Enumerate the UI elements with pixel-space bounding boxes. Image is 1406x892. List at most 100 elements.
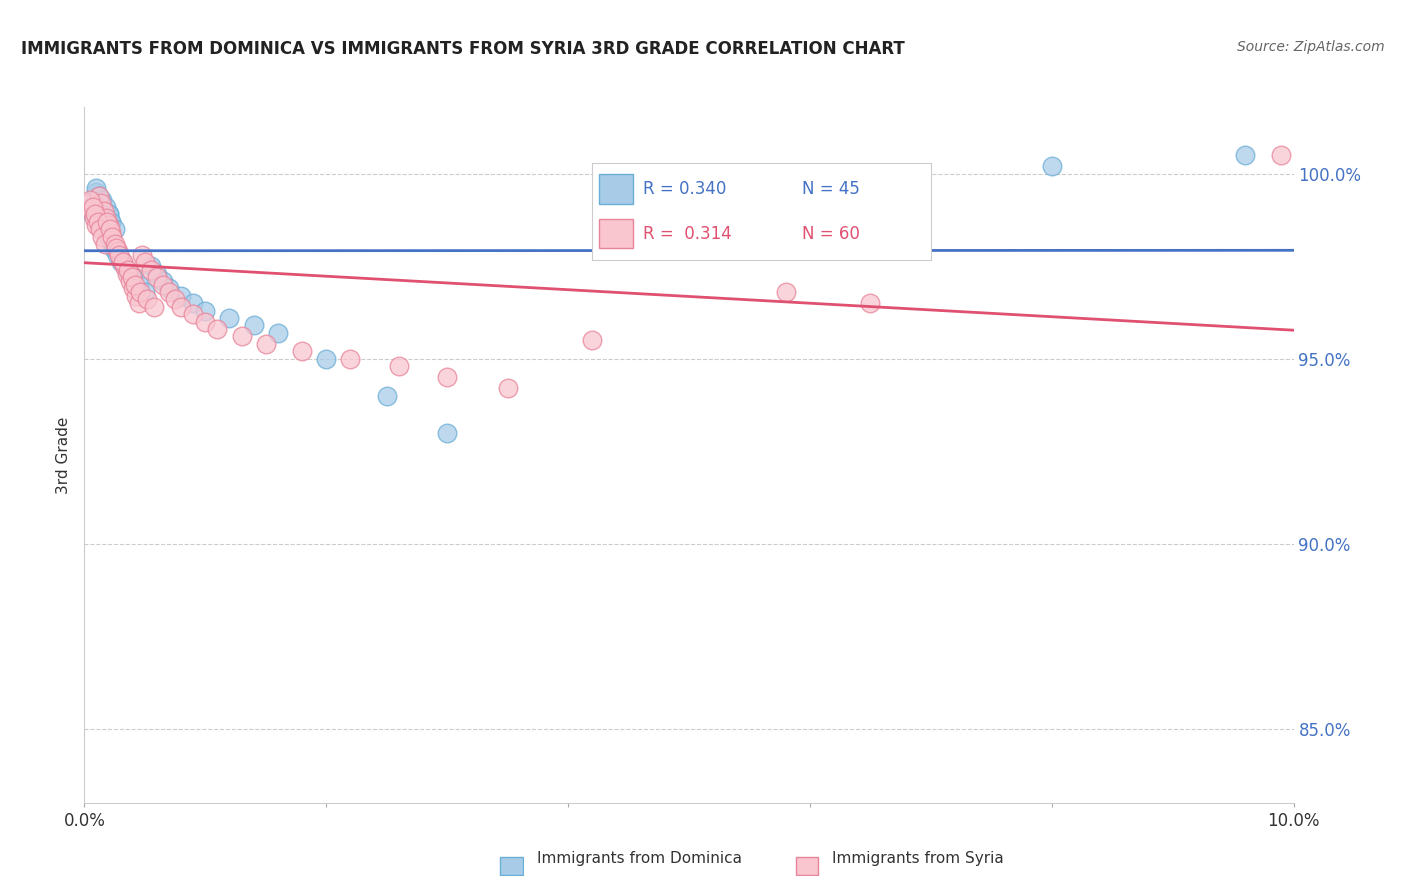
Point bbox=[107, 244, 129, 259]
Point bbox=[97, 219, 120, 233]
Point bbox=[103, 241, 125, 255]
Point bbox=[859, 296, 882, 310]
Point bbox=[242, 318, 264, 333]
Point bbox=[139, 263, 162, 277]
Point bbox=[96, 215, 118, 229]
Point bbox=[91, 211, 114, 225]
Point bbox=[170, 289, 193, 303]
Point bbox=[83, 196, 105, 211]
Point bbox=[134, 255, 156, 269]
Point bbox=[100, 226, 122, 240]
Point bbox=[100, 215, 122, 229]
Point bbox=[181, 296, 204, 310]
Point bbox=[86, 185, 108, 199]
Point bbox=[83, 211, 105, 225]
Point bbox=[124, 277, 146, 292]
Point bbox=[165, 293, 187, 307]
Point bbox=[91, 193, 114, 207]
Point bbox=[89, 193, 111, 207]
Point bbox=[112, 255, 135, 269]
Point bbox=[90, 211, 112, 225]
Point bbox=[104, 241, 127, 255]
Point bbox=[1270, 148, 1292, 162]
Point bbox=[136, 293, 159, 307]
Point bbox=[108, 248, 131, 262]
Point bbox=[115, 267, 138, 281]
Point bbox=[86, 215, 108, 229]
Point bbox=[87, 189, 110, 203]
Point bbox=[94, 200, 117, 214]
Point bbox=[157, 281, 180, 295]
Point bbox=[97, 207, 120, 221]
Point bbox=[129, 285, 152, 299]
Point bbox=[131, 248, 153, 262]
Point bbox=[146, 267, 169, 281]
Point bbox=[90, 196, 112, 211]
Point bbox=[89, 222, 111, 236]
Point bbox=[100, 215, 122, 229]
Point bbox=[339, 351, 361, 366]
Point bbox=[436, 370, 458, 384]
Point bbox=[91, 229, 114, 244]
Point bbox=[218, 310, 240, 325]
Point bbox=[121, 270, 143, 285]
Point bbox=[98, 222, 121, 236]
Point bbox=[110, 252, 132, 266]
Point bbox=[181, 307, 204, 321]
Point bbox=[194, 315, 217, 329]
Text: Immigrants from Syria: Immigrants from Syria bbox=[832, 852, 1004, 866]
Point bbox=[436, 425, 458, 440]
Point bbox=[93, 219, 115, 233]
Point bbox=[315, 351, 337, 366]
Point bbox=[1234, 148, 1257, 162]
Point bbox=[104, 237, 127, 252]
Point bbox=[104, 222, 127, 236]
Point bbox=[143, 300, 166, 314]
Point bbox=[1040, 159, 1063, 173]
Point bbox=[139, 259, 162, 273]
Point bbox=[128, 296, 150, 310]
Point bbox=[134, 285, 156, 299]
Point bbox=[120, 274, 142, 288]
Point bbox=[97, 207, 120, 221]
Point bbox=[94, 211, 117, 225]
Point bbox=[86, 203, 108, 218]
Text: Source: ZipAtlas.com: Source: ZipAtlas.com bbox=[1237, 40, 1385, 54]
Point bbox=[94, 203, 117, 218]
Point bbox=[254, 337, 277, 351]
Point bbox=[146, 270, 169, 285]
Point bbox=[496, 381, 519, 395]
Point bbox=[110, 255, 132, 269]
Point bbox=[93, 203, 115, 218]
Text: IMMIGRANTS FROM DOMINICA VS IMMIGRANTS FROM SYRIA 3RD GRADE CORRELATION CHART: IMMIGRANTS FROM DOMINICA VS IMMIGRANTS F… bbox=[21, 40, 905, 58]
Point bbox=[79, 193, 101, 207]
Point bbox=[117, 263, 139, 277]
Point bbox=[105, 248, 128, 262]
Point bbox=[121, 281, 143, 295]
Point bbox=[581, 333, 603, 347]
FancyBboxPatch shape bbox=[796, 857, 818, 875]
Point bbox=[77, 196, 100, 211]
Y-axis label: 3rd Grade: 3rd Grade bbox=[56, 417, 72, 493]
Point bbox=[94, 219, 117, 233]
Point bbox=[775, 285, 797, 299]
Point bbox=[87, 200, 110, 214]
Point bbox=[115, 263, 138, 277]
Text: Immigrants from Dominica: Immigrants from Dominica bbox=[537, 852, 742, 866]
Point bbox=[84, 207, 107, 221]
Point bbox=[194, 303, 217, 318]
Point bbox=[152, 274, 174, 288]
Point bbox=[80, 203, 103, 218]
Point bbox=[87, 189, 110, 203]
Point bbox=[112, 259, 135, 273]
Point bbox=[388, 359, 411, 373]
Point bbox=[101, 229, 124, 244]
FancyBboxPatch shape bbox=[501, 857, 523, 875]
Point bbox=[82, 200, 104, 214]
Point bbox=[170, 300, 193, 314]
Point bbox=[125, 289, 148, 303]
Point bbox=[291, 344, 314, 359]
Point bbox=[98, 233, 121, 247]
Point bbox=[207, 322, 229, 336]
Point bbox=[231, 329, 253, 343]
